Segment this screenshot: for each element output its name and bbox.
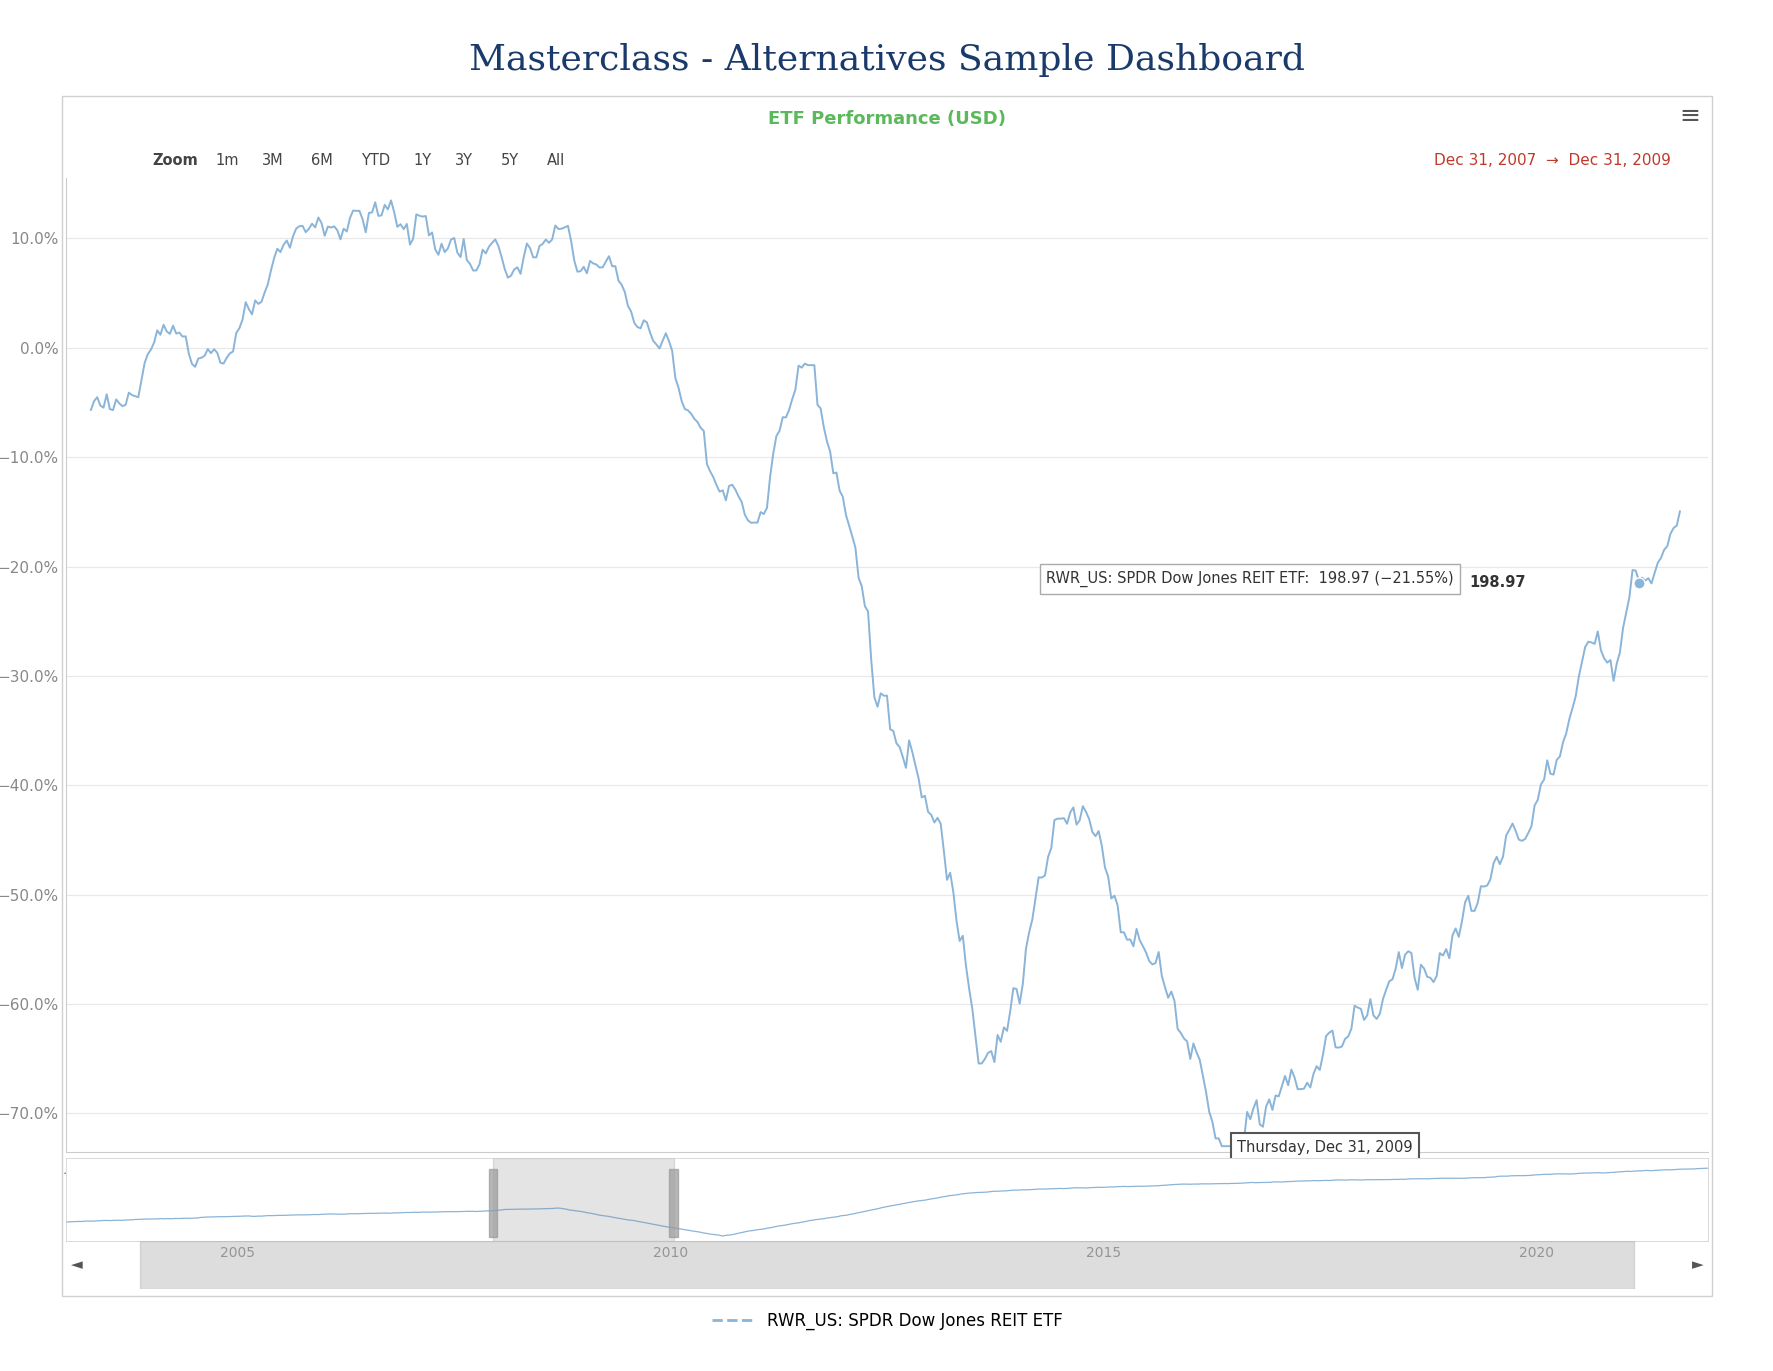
Text: 5Y: 5Y: [500, 152, 519, 167]
Text: 1Y: 1Y: [413, 152, 431, 167]
Text: 3M: 3M: [262, 152, 284, 167]
Legend: RWR_US: SPDR Dow Jones REIT ETF: RWR_US: SPDR Dow Jones REIT ETF: [704, 1305, 1069, 1337]
Text: ►: ►: [1691, 1257, 1702, 1272]
Text: 3Y: 3Y: [454, 152, 472, 167]
Text: All: All: [546, 152, 566, 167]
Text: ◄: ◄: [71, 1257, 82, 1272]
Text: Thursday, Dec 31, 2009: Thursday, Dec 31, 2009: [1236, 1139, 1411, 1154]
Text: YTD: YTD: [360, 152, 390, 167]
Text: Masterclass - Alternatives Sample Dashboard: Masterclass - Alternatives Sample Dashbo…: [468, 43, 1305, 77]
Text: Dec 31, 2007  →  Dec 31, 2009: Dec 31, 2007 → Dec 31, 2009: [1433, 152, 1670, 167]
Bar: [668, 1169, 677, 1237]
Text: RWR_US: SPDR Dow Jones REIT ETF:  198.97 (−21.55%): RWR_US: SPDR Dow Jones REIT ETF: 198.97 …: [1046, 570, 1454, 587]
Text: 6M: 6M: [310, 152, 333, 167]
Bar: [493, 1158, 674, 1241]
Text: ≡: ≡: [1679, 104, 1699, 129]
Bar: [488, 1169, 496, 1237]
Text: ETF Performance (USD): ETF Performance (USD): [768, 110, 1005, 128]
Text: 1m: 1m: [215, 152, 239, 167]
Text: 198.97: 198.97: [1468, 576, 1525, 591]
Text: Zoom: Zoom: [152, 152, 199, 167]
